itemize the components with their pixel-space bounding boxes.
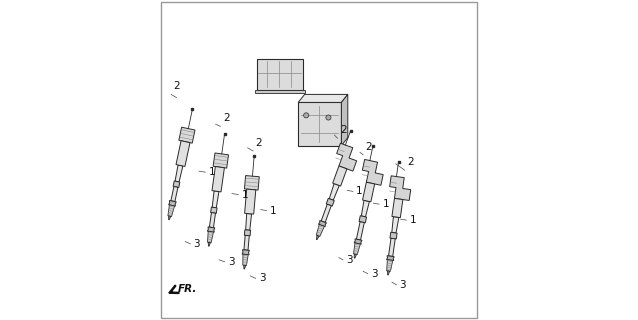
Polygon shape (209, 212, 216, 228)
Polygon shape (175, 165, 183, 182)
Circle shape (304, 113, 309, 118)
Polygon shape (244, 230, 251, 236)
Polygon shape (353, 243, 360, 255)
Polygon shape (211, 207, 217, 213)
Polygon shape (316, 225, 324, 236)
Polygon shape (168, 216, 171, 220)
Text: 1: 1 (410, 215, 416, 225)
Text: 3: 3 (371, 268, 378, 279)
Polygon shape (242, 250, 249, 255)
Polygon shape (392, 217, 399, 233)
Polygon shape (354, 254, 357, 258)
Polygon shape (298, 94, 348, 102)
Text: 1: 1 (356, 186, 363, 196)
Text: 1: 1 (209, 167, 215, 177)
Polygon shape (244, 176, 259, 190)
Polygon shape (387, 256, 394, 260)
Text: 3: 3 (346, 255, 353, 265)
Polygon shape (318, 220, 327, 227)
Polygon shape (332, 166, 347, 186)
Polygon shape (243, 254, 248, 266)
Polygon shape (359, 216, 367, 223)
Polygon shape (171, 187, 178, 202)
Polygon shape (387, 271, 390, 275)
Text: 2: 2 (407, 157, 414, 167)
Circle shape (326, 115, 331, 120)
Text: 2: 2 (366, 142, 373, 152)
Polygon shape (392, 198, 403, 218)
FancyBboxPatch shape (256, 59, 303, 90)
Text: 3: 3 (399, 280, 406, 290)
Text: 3: 3 (259, 273, 265, 284)
Polygon shape (244, 265, 246, 269)
Polygon shape (329, 184, 339, 200)
Polygon shape (390, 176, 411, 200)
Polygon shape (179, 127, 195, 143)
Polygon shape (362, 182, 375, 202)
Polygon shape (212, 191, 219, 208)
Polygon shape (213, 153, 228, 168)
Polygon shape (173, 181, 180, 188)
Polygon shape (207, 227, 215, 232)
Polygon shape (168, 205, 175, 217)
Text: FR.: FR. (177, 284, 197, 294)
Polygon shape (361, 200, 369, 217)
Polygon shape (326, 198, 334, 206)
Polygon shape (244, 235, 249, 250)
Polygon shape (389, 238, 395, 256)
Polygon shape (390, 232, 397, 239)
Text: 2: 2 (174, 81, 181, 91)
Polygon shape (387, 260, 393, 271)
Polygon shape (208, 242, 211, 246)
Polygon shape (321, 204, 331, 222)
FancyBboxPatch shape (298, 102, 341, 146)
Polygon shape (316, 236, 319, 240)
Text: 2: 2 (223, 113, 230, 123)
Polygon shape (354, 239, 362, 244)
Polygon shape (362, 159, 383, 185)
Text: 1: 1 (382, 199, 389, 209)
Text: 2: 2 (340, 125, 346, 135)
Polygon shape (341, 94, 348, 146)
Polygon shape (337, 143, 357, 171)
Text: 3: 3 (193, 239, 200, 249)
Text: 2: 2 (256, 138, 262, 148)
Polygon shape (357, 222, 364, 240)
Polygon shape (176, 141, 190, 166)
Text: 3: 3 (228, 257, 234, 267)
Polygon shape (207, 231, 214, 243)
Polygon shape (246, 213, 251, 230)
Polygon shape (244, 189, 256, 214)
Text: 1: 1 (270, 205, 276, 216)
Text: 1: 1 (242, 189, 248, 200)
Polygon shape (212, 166, 225, 192)
Bar (255, 90, 304, 93)
Polygon shape (168, 200, 176, 206)
